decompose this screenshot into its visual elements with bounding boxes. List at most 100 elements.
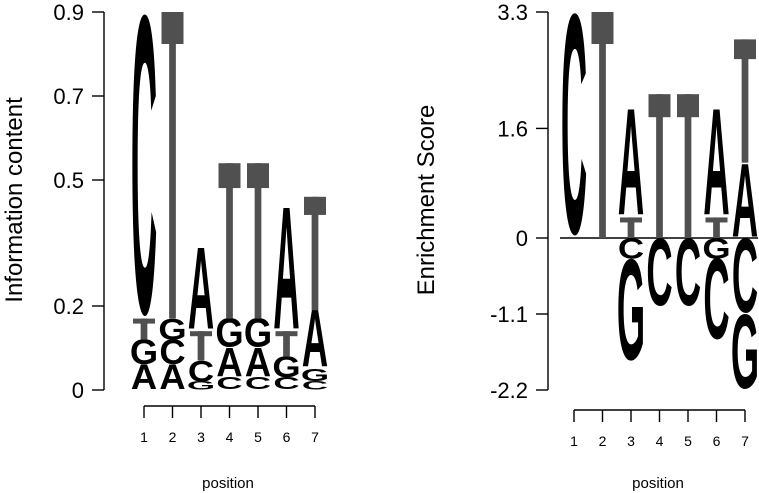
right-neg-letter-C: C	[732, 217, 758, 335]
right-pos-letter-T	[734, 39, 756, 163]
right-column-1: C	[561, 0, 587, 300]
left-column-5: CAG	[244, 163, 272, 394]
right-y-axis-title: Enrichment Score	[413, 105, 440, 296]
left-letter-T	[275, 331, 298, 357]
left-x-tick-label: 3	[197, 429, 205, 445]
information-content-logo: Information content position AGC ACGGCACA…	[1, 0, 329, 492]
left-letter-G: G	[187, 379, 215, 392]
right-x-tick-label: 1	[570, 433, 578, 449]
right-pos-letter-T-stem	[713, 217, 720, 238]
right-pos-letter-C: C	[561, 0, 587, 300]
left-axes: 0 0.2 0.5 0.7 0.9 1 2 3 4 5 6 7	[53, 0, 319, 445]
right-x-tick-label: 7	[741, 433, 749, 449]
left-column-4: CAG	[215, 163, 244, 394]
left-y-tick-label: 0.5	[53, 168, 84, 193]
left-letter-C: C	[159, 333, 185, 372]
left-letter-C: C	[131, 0, 157, 403]
left-letter-T	[133, 318, 155, 340]
left-letter-T	[218, 163, 241, 319]
left-letter-C: C	[245, 374, 271, 394]
left-letter-T	[304, 196, 326, 311]
left-y-axis-title: Information content	[1, 97, 28, 303]
left-x-axis-title: position	[202, 475, 254, 492]
left-letter-T-stem	[311, 196, 319, 311]
left-x-tick-label: 4	[226, 429, 234, 445]
left-column-3: GCA	[187, 224, 215, 392]
right-pos-letter-T	[620, 217, 642, 238]
left-y-tick-label: 0.2	[53, 294, 84, 319]
left-x-tick-label: 6	[283, 429, 291, 445]
right-column-2	[591, 12, 614, 238]
left-letter-A: A	[216, 340, 242, 385]
left-letter-T	[190, 331, 212, 361]
right-y-tick-label: -1.1	[490, 302, 528, 327]
left-letter-T-stem	[226, 163, 233, 319]
right-pos-letter-T-stem	[656, 94, 663, 238]
left-letter-T-stem	[140, 318, 148, 340]
left-letter-A: A	[245, 340, 271, 385]
left-letter-T	[247, 163, 269, 319]
right-column-4: C	[646, 94, 673, 326]
left-letter-C: C	[302, 379, 328, 392]
right-pos-letter-T-stem	[741, 39, 749, 163]
right-axes: -2.2 -1.1 0 1.6 3.3 1 2 3 4 5 6 7	[490, 0, 749, 449]
right-y-tick-label: 3.3	[497, 0, 528, 25]
left-letter-T-stem	[169, 12, 176, 319]
right-neg-letter-G: G	[702, 232, 730, 264]
right-x-tick-label: 2	[599, 433, 607, 449]
right-neg-letter-G: G	[731, 293, 759, 411]
left-y-tick-label: 0.7	[53, 84, 84, 109]
right-pos-letter-T	[648, 94, 671, 238]
right-neg-letter-C: C	[675, 219, 701, 326]
right-x-axis-title: position	[632, 475, 684, 492]
left-letter-T	[161, 12, 184, 319]
right-x-tick-label: 6	[713, 433, 721, 449]
left-letter-T-stem	[254, 163, 262, 319]
left-x-tick-label: 5	[254, 429, 262, 445]
right-pos-letter-T-stem	[627, 217, 635, 238]
right-neg-letter-C: C	[618, 232, 644, 264]
right-pos-letter-T	[591, 12, 614, 238]
left-column-7: CGA	[301, 196, 329, 392]
right-column-3: ACG	[617, 78, 645, 391]
left-letter-C: C	[216, 374, 242, 394]
right-pos-letter-A: A	[618, 78, 644, 247]
right-neg-letter-C: C	[646, 219, 672, 326]
left-y-tick-label: 0.9	[53, 0, 84, 25]
left-letter-T-stem	[283, 331, 290, 357]
right-column-7: ACG	[731, 39, 759, 411]
right-pos-letter-T-stem	[599, 12, 606, 238]
left-letter-C: C	[273, 374, 299, 394]
left-column-1: AGC	[130, 0, 158, 403]
right-column-6: AGC	[702, 78, 730, 364]
right-neg-letter-G: G	[617, 230, 645, 390]
left-letter-G: G	[301, 365, 329, 385]
right-x-tick-label: 5	[684, 433, 692, 449]
right-x-tick-label: 4	[656, 433, 664, 449]
right-neg-letter-C: C	[703, 236, 729, 364]
left-y-tick-label: 0	[72, 378, 84, 403]
left-x-tick-label: 1	[140, 429, 148, 445]
right-y-tick-label: 0	[516, 226, 528, 251]
right-pos-letter-T	[705, 217, 728, 238]
left-letter-A: A	[273, 171, 299, 366]
left-letter-A: A	[159, 358, 185, 397]
left-letter-T-stem	[197, 331, 205, 361]
left-x-tick-label: 7	[311, 429, 319, 445]
left-letter-A: A	[131, 358, 157, 397]
left-column-2: ACG	[158, 12, 187, 397]
right-x-tick-label: 3	[627, 433, 635, 449]
right-y-tick-label: 1.6	[497, 116, 528, 141]
left-letter-A: A	[188, 224, 214, 354]
left-column-6: CGA	[272, 171, 300, 394]
right-pos-letter-T-stem	[684, 94, 692, 238]
right-y-tick-label: -2.2	[490, 378, 528, 403]
right-pos-letter-A: A	[703, 78, 729, 247]
left-x-tick-label: 2	[169, 429, 177, 445]
right-pos-letter-T	[677, 94, 699, 238]
right-column-5: C	[675, 94, 701, 326]
